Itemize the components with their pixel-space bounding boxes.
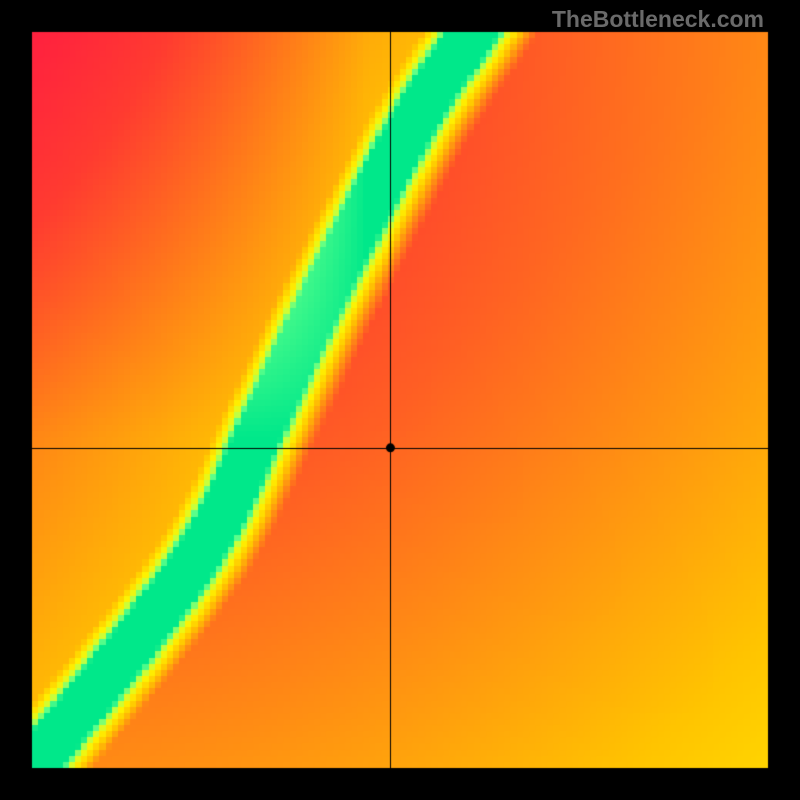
bottleneck-heatmap-canvas: [0, 0, 800, 800]
watermark-text: TheBottleneck.com: [552, 6, 764, 33]
chart-container: TheBottleneck.com: [0, 0, 800, 800]
